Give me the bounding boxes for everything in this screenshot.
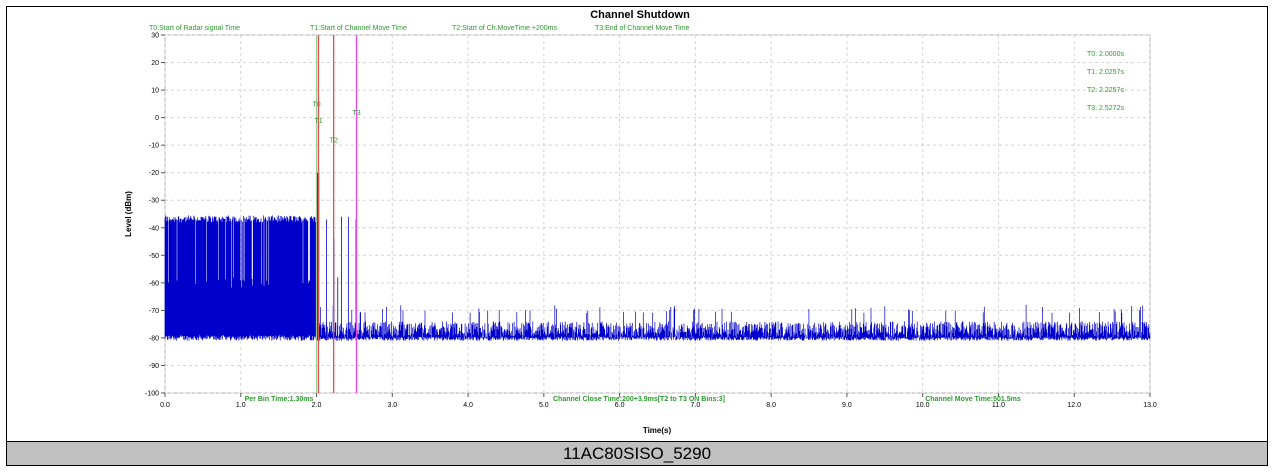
x-tick-label: 3.0 (387, 402, 397, 409)
x-tick-label: 1.0 (236, 402, 246, 409)
y-tick-label: -50 (149, 253, 159, 260)
annotation-channel-move-time: Channel Move Time:501.5ms (925, 396, 1021, 403)
x-tick-label: 6.0 (615, 402, 625, 409)
y-tick-label: -70 (149, 308, 159, 315)
marker-readouts: T0: 2.0000s T1: 2.0257s T2: 2.2257s T3: 2.5… (1087, 51, 1124, 112)
y-tick-label: -80 (149, 335, 159, 342)
y-tick-label: -10 (149, 143, 159, 150)
x-tick-label: 8.0 (766, 402, 776, 409)
y-tick-label: 30 (151, 33, 159, 40)
trace-segment (164, 215, 319, 341)
y-tick-label: -100 (145, 391, 159, 398)
x-tick-label: 0.0 (160, 402, 170, 409)
x-tick-label: 11.0 (992, 402, 1005, 409)
marker-label-t2: T2 (330, 137, 338, 144)
legend-t2: T2:Start of Ch.MoveTime +200ms (452, 25, 557, 32)
channel-shutdown-chart: Channel Shutdown T0:Start of Radar signa… (124, 9, 1157, 435)
x-axis-label: Time(s) (643, 426, 672, 435)
figure-caption: 11AC80SISO_5290 (7, 441, 1267, 465)
x-tick-label: 10.0 (916, 402, 930, 409)
legend-t0: T0:Start of Radar signal Time (149, 25, 240, 32)
x-tick-label: 9.0 (842, 402, 852, 409)
x-tick-label: 4.0 (463, 402, 473, 409)
marker-readout-t2: T2: 2.2257s (1087, 87, 1124, 94)
grid (164, 34, 1151, 394)
figure-frame: Channel Shutdown T0:Start of Radar signa… (6, 6, 1268, 466)
marker-readout-t1: T1: 2.0257s (1087, 69, 1124, 76)
y-tick-label: 20 (151, 60, 159, 67)
y-tick-label: -20 (149, 170, 159, 177)
x-tick-label: 13.0 (1143, 402, 1157, 409)
y-tick-label: -60 (149, 280, 159, 287)
x-tick-label: 5.0 (539, 402, 549, 409)
annotation-channel-close-time: Channel Close Time:200+3.9ms[T2 to T3 ON… (553, 396, 725, 403)
marker-label-t3: T3 (352, 110, 360, 117)
x-tick-label: 7.0 (691, 402, 701, 409)
legend-t1: T1:Start of Channel Move Time (310, 25, 407, 32)
annotation-per-bin-time: Per Bin Time:1.30ms (245, 396, 314, 403)
y-axis-label: Level (dBm) (124, 191, 133, 237)
y-tick-label: 10 (151, 88, 159, 95)
marker-readout-t0: T0: 2.0000s (1087, 51, 1124, 58)
y-axis-ticks: 30 20 10 0 -10 -20 -30 -40 -50 -60 -70 -80 -90 -100 (145, 33, 165, 398)
x-tick-label: 12.0 (1067, 402, 1081, 409)
y-tick-label: -90 (149, 363, 159, 370)
y-tick-label: -30 (149, 198, 159, 205)
y-tick-label: -40 (149, 225, 159, 232)
x-tick-label: 2.0 (312, 402, 322, 409)
marker-label-t0: T0 (313, 102, 321, 109)
marker-readout-t3: T3: 2.5272s (1087, 105, 1124, 112)
x-axis-ticks: 0.0 1.0 2.0 3.0 4.0 5.0 6.0 7.0 8.0 9.0 10.0 11.0 12… (160, 393, 1157, 409)
chart-title: Channel Shutdown (590, 9, 690, 21)
y-tick-label: 0 (155, 115, 159, 122)
legend-t3: T3:End of Channel Move Time (595, 25, 690, 32)
time-markers: T0 T1 T2 T3 (313, 35, 361, 393)
marker-label-t1: T1 (314, 118, 322, 125)
